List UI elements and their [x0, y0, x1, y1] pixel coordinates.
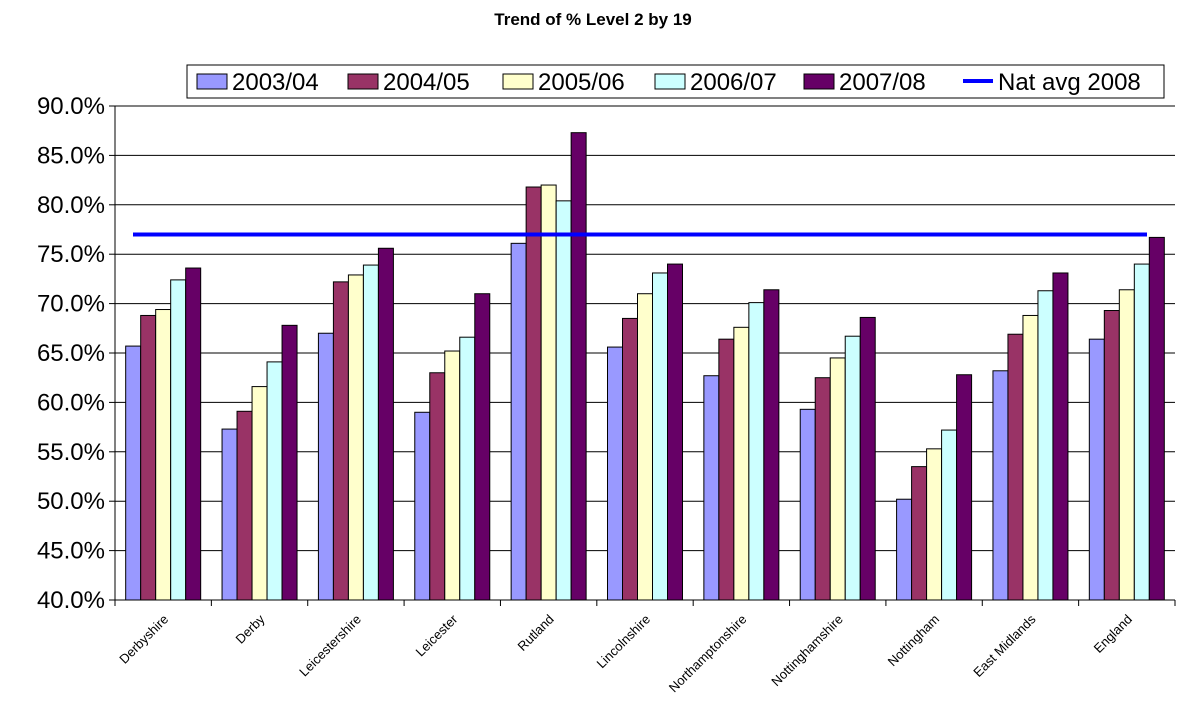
bar — [607, 346, 623, 601]
x-tick-label: Lincolnshire — [593, 612, 653, 672]
legend-label: Nat avg 2008 — [998, 69, 1141, 96]
bar — [510, 242, 527, 601]
bar — [941, 429, 958, 601]
bar — [1088, 338, 1105, 601]
x-tick-label: England — [1091, 612, 1135, 656]
y-tick-label: 40.0% — [37, 587, 105, 614]
bar — [1052, 272, 1069, 601]
bar — [281, 324, 298, 601]
y-tick-label: 80.0% — [37, 192, 105, 219]
legend-swatch — [502, 73, 534, 90]
bar — [637, 293, 653, 601]
bar — [667, 263, 683, 601]
bar — [414, 411, 431, 601]
y-tick-label: 85.0% — [37, 142, 105, 169]
bar — [926, 448, 943, 601]
bar — [525, 186, 542, 601]
legend-label: 2005/06 — [538, 69, 625, 96]
chart-title: Trend of % Level 2 by 19 — [494, 10, 692, 29]
bar — [992, 370, 1009, 601]
bar — [347, 274, 364, 601]
bar — [185, 267, 202, 601]
legend-swatch — [803, 73, 835, 90]
y-tick-label: 70.0% — [37, 291, 105, 318]
bar — [1022, 314, 1039, 601]
bar — [266, 361, 283, 601]
legend-label: 2007/08 — [839, 69, 926, 96]
x-tick-label: East Midlands — [970, 611, 1039, 680]
bar — [1007, 333, 1024, 601]
bar — [570, 132, 587, 601]
bar — [555, 200, 572, 601]
bar — [429, 372, 446, 601]
bar — [1118, 289, 1135, 601]
y-tick-label: 65.0% — [37, 340, 105, 367]
y-tick-label: 60.0% — [37, 389, 105, 416]
legend-label: 2004/05 — [383, 69, 470, 96]
bar — [911, 466, 928, 601]
legend-label: 2003/04 — [232, 69, 319, 96]
bar — [155, 309, 172, 601]
x-tick-label: Derbyshire — [116, 612, 171, 667]
y-tick-label: 50.0% — [37, 488, 105, 515]
y-tick-label: 55.0% — [37, 439, 105, 466]
bar — [622, 317, 638, 601]
bar — [317, 332, 334, 601]
bar — [829, 357, 846, 601]
x-tick-label: Leicester — [412, 611, 460, 659]
bar — [859, 316, 876, 601]
legend-label: 2006/07 — [690, 69, 777, 96]
x-tick-label: Nottinghamshire — [768, 612, 846, 690]
x-tick-label: Northamptonshire — [666, 612, 750, 696]
bar — [896, 498, 913, 601]
x-tick-label: Nottingham — [885, 612, 943, 670]
bar — [125, 345, 142, 601]
legend-swatch — [196, 73, 228, 90]
bar — [1103, 310, 1120, 601]
bar — [140, 314, 157, 601]
bar — [444, 350, 461, 601]
bar — [799, 408, 816, 601]
bar — [474, 293, 491, 601]
bar — [844, 335, 861, 601]
bar — [1037, 290, 1054, 601]
bar — [221, 428, 238, 601]
legend-swatch — [347, 73, 379, 90]
y-tick-label: 75.0% — [37, 241, 105, 268]
bar — [540, 184, 557, 601]
bar — [332, 281, 349, 601]
bar — [459, 336, 476, 601]
bar — [362, 264, 379, 601]
y-tick-label: 45.0% — [37, 538, 105, 565]
y-tick-label: 90.0% — [37, 93, 105, 120]
bar — [251, 386, 268, 601]
bar — [718, 338, 735, 601]
x-tick-label: Leicestershire — [296, 612, 364, 680]
bar — [1148, 236, 1165, 601]
bar — [236, 410, 253, 601]
x-tick-label: Derby — [233, 611, 268, 646]
bar — [170, 279, 187, 601]
bar — [814, 377, 831, 601]
legend-swatch — [654, 73, 686, 90]
x-tick-label: Rutland — [514, 612, 556, 654]
bar — [652, 272, 668, 601]
bar — [703, 375, 720, 601]
bar — [377, 247, 394, 601]
bar — [763, 289, 780, 601]
bar — [1133, 263, 1150, 601]
bar — [733, 326, 750, 601]
bar — [956, 374, 973, 601]
bar — [748, 302, 765, 601]
